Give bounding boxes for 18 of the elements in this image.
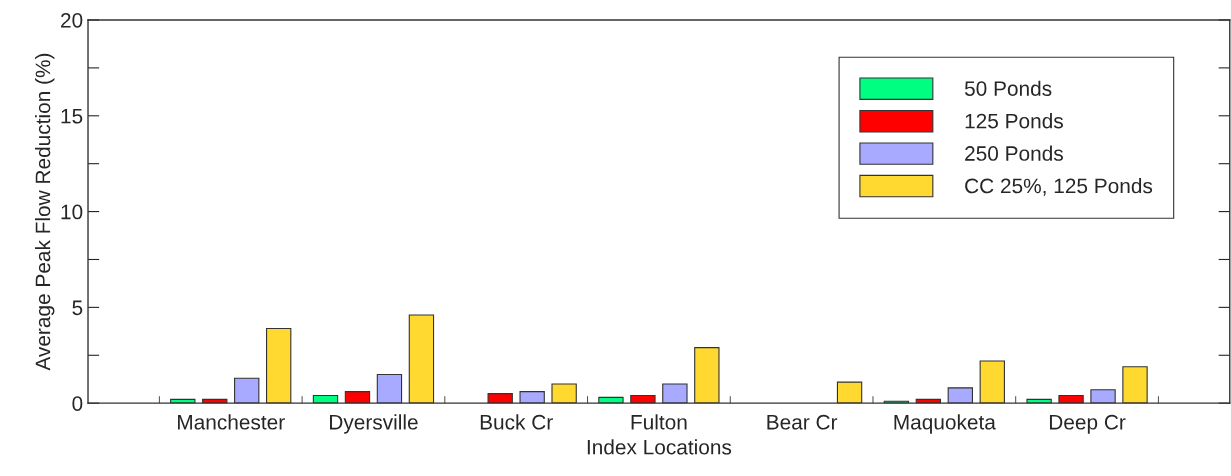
legend-label: CC 25%, 125 Ponds bbox=[965, 178, 1153, 196]
y-axis-title: Average Peak Flow Reduction (%) bbox=[35, 53, 55, 371]
legend-label: 125 Ponds bbox=[965, 113, 1063, 129]
x-tick-label: Deep Cr bbox=[1049, 414, 1126, 434]
x-tick-label: Maquoketa bbox=[894, 414, 996, 434]
x-tick-label: Fulton bbox=[631, 414, 687, 430]
y-tick-label: 5 bbox=[72, 300, 83, 316]
y-tick-label: 15 bbox=[61, 109, 83, 124]
x-tick-label: Buck Cr bbox=[480, 414, 553, 430]
x-axis-title: Index Locations bbox=[587, 439, 732, 455]
x-tick-label: Manchester bbox=[178, 414, 285, 430]
y-tick-label: 0 bbox=[72, 396, 83, 411]
legend-label: 50 Ponds bbox=[964, 80, 1052, 96]
legend-label: 250 Ponds bbox=[965, 145, 1063, 161]
y-tick-label: 10 bbox=[61, 204, 83, 220]
x-tick-label: Bear Cr bbox=[767, 414, 838, 430]
x-tick-label: Dyersville bbox=[330, 414, 418, 434]
y-tick-label: 20 bbox=[61, 12, 83, 28]
